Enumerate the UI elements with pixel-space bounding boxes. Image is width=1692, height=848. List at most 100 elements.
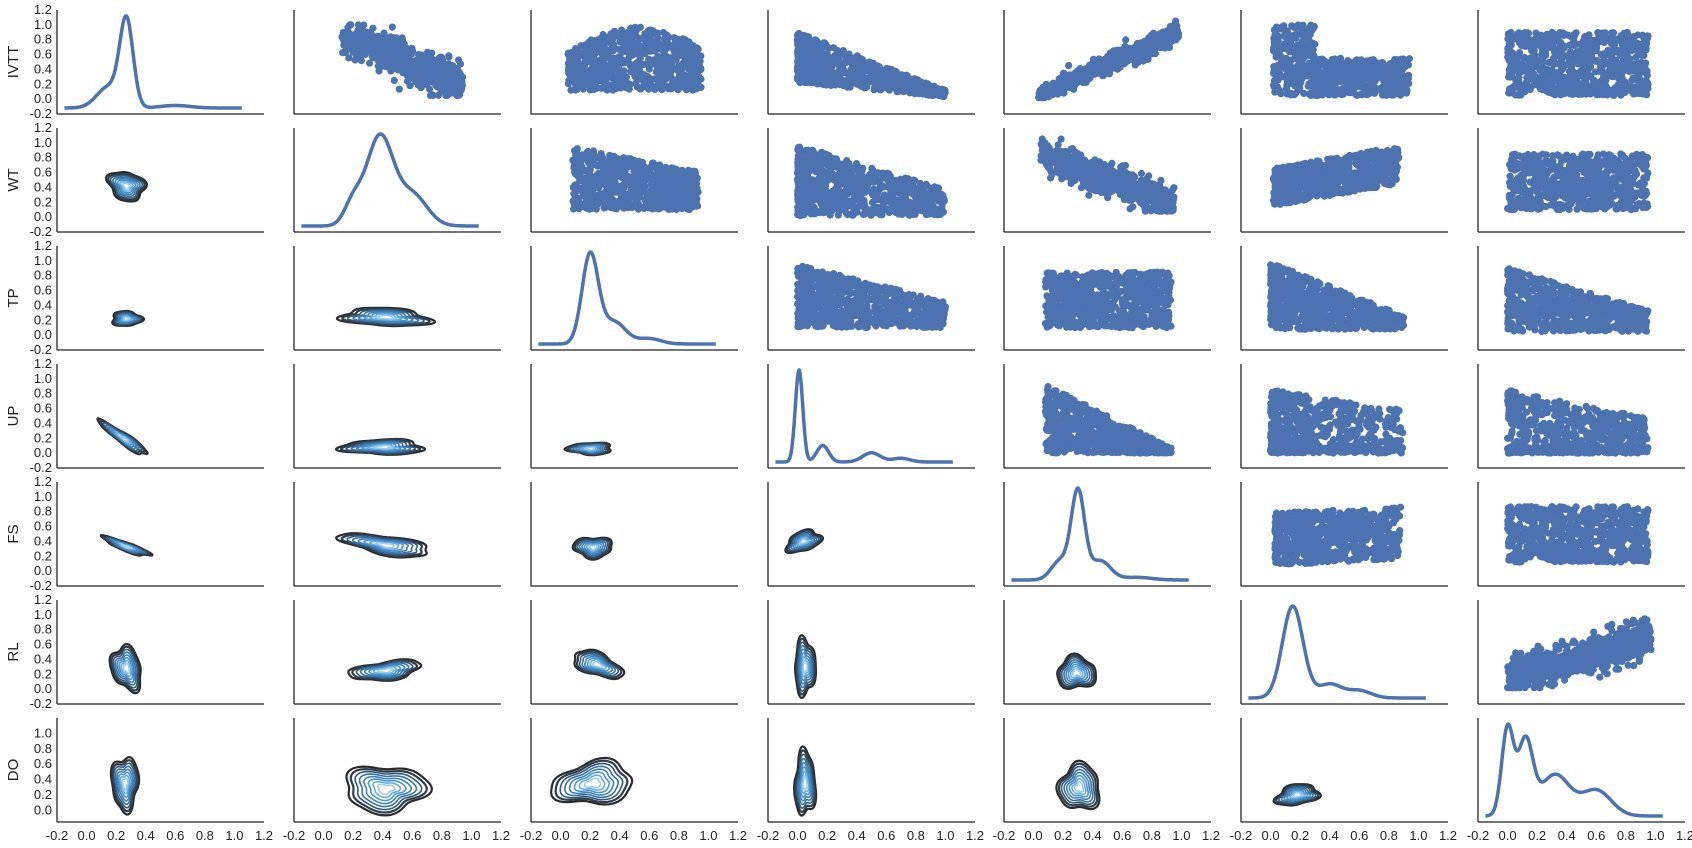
scatter-point xyxy=(1172,27,1180,35)
scatter-point xyxy=(406,82,414,90)
scatter-point xyxy=(626,200,634,208)
kde-contour-level xyxy=(121,182,132,190)
scatter-point xyxy=(634,185,642,193)
scatter-point xyxy=(638,203,646,211)
scatter-point xyxy=(826,65,834,73)
scatter-point xyxy=(687,43,695,51)
scatter-point xyxy=(1579,84,1587,92)
scatter-point xyxy=(1043,88,1051,96)
scatter-point xyxy=(672,56,680,64)
scatter-point xyxy=(1642,46,1650,54)
scatter-point xyxy=(1524,29,1533,37)
scatter-point xyxy=(1535,82,1543,90)
scatter-point xyxy=(636,23,644,31)
scatter-point xyxy=(1294,55,1302,63)
scatter-point xyxy=(1377,84,1385,92)
scatter-point xyxy=(1383,69,1391,77)
scatter-point xyxy=(425,59,434,67)
scatter-point xyxy=(674,50,682,58)
cell-plot-area xyxy=(56,10,264,115)
scatter-point xyxy=(636,193,644,201)
scatter-point xyxy=(799,57,807,65)
scatter-point xyxy=(1551,87,1559,95)
scatter-point xyxy=(402,63,410,71)
scatter-point xyxy=(387,67,395,75)
scatter-point xyxy=(1109,59,1117,67)
scatter-point xyxy=(1339,75,1347,83)
cell-clip xyxy=(794,143,948,220)
scatter-point xyxy=(1065,62,1073,70)
scatter-point xyxy=(594,42,602,50)
scatter-point xyxy=(379,60,388,69)
scatter-point xyxy=(682,54,690,62)
cell-plot-area xyxy=(1477,10,1685,115)
scatter-point xyxy=(1642,39,1650,47)
scatter-point xyxy=(1357,90,1365,98)
scatter-point xyxy=(577,66,585,74)
scatter-point xyxy=(1521,39,1530,47)
scatter-point xyxy=(862,83,870,91)
scatter-point xyxy=(592,84,600,93)
scatter-point xyxy=(602,54,610,62)
scatter-point xyxy=(572,167,581,175)
scatter-point xyxy=(616,76,624,85)
scatter-point xyxy=(676,204,684,212)
scatter-point xyxy=(1588,50,1596,59)
scatter-point xyxy=(355,45,363,53)
scatter-point xyxy=(1274,25,1282,33)
scatter-point xyxy=(1630,43,1638,51)
scatter-point xyxy=(1345,88,1353,97)
scatter-point xyxy=(681,196,689,204)
scatter-point xyxy=(657,204,665,212)
scatter-point xyxy=(571,67,579,75)
cell-wt-wt xyxy=(293,128,501,233)
scatter-point xyxy=(1091,66,1099,74)
scatter-point xyxy=(596,65,604,73)
scatter-point xyxy=(434,77,442,85)
scatter-point xyxy=(1609,29,1617,37)
scatter-point xyxy=(916,85,925,93)
scatter-point xyxy=(594,200,602,208)
scatter-point xyxy=(633,198,641,207)
scatter-point xyxy=(1156,30,1164,38)
scatter-point xyxy=(686,183,694,191)
scatter-point xyxy=(1597,63,1606,71)
scatter-point xyxy=(634,45,643,53)
scatter-point xyxy=(629,180,637,188)
scatter-point xyxy=(1624,42,1632,50)
scatter-point xyxy=(1278,62,1286,70)
scatter-point xyxy=(1504,48,1512,56)
scatter-point xyxy=(1607,52,1615,60)
scatter-point xyxy=(697,75,705,83)
scatter-point xyxy=(617,182,625,190)
scatter-point xyxy=(589,152,597,160)
scatter-point xyxy=(605,63,613,72)
cell-clip xyxy=(338,21,467,99)
scatter-point xyxy=(1302,47,1310,56)
scatter-point xyxy=(1300,24,1308,32)
scatter-point xyxy=(1604,46,1612,54)
scatter-point xyxy=(655,177,663,185)
scatter-point xyxy=(1527,36,1535,45)
scatter-point xyxy=(1321,77,1329,86)
scatter-point xyxy=(939,85,947,93)
scatter-point xyxy=(604,171,612,179)
scatter-point xyxy=(1288,22,1296,30)
scatter-point xyxy=(1638,51,1646,60)
scatter-point xyxy=(604,157,613,165)
scatter-point xyxy=(1573,40,1581,48)
scatter-point xyxy=(794,67,803,75)
scatter-point xyxy=(802,69,810,78)
scatter-point xyxy=(602,72,610,80)
scatter-point xyxy=(1365,90,1373,98)
scatter-point xyxy=(623,180,631,188)
scatter-point xyxy=(1042,80,1050,88)
scatter-point xyxy=(1318,55,1326,63)
cell-clip xyxy=(1504,28,1652,99)
scatter-point xyxy=(1552,33,1561,41)
scatter-point xyxy=(687,52,696,60)
scatter-point xyxy=(623,79,632,87)
scatter-point xyxy=(647,32,655,40)
scatter-points xyxy=(1035,17,1183,102)
scatter-point xyxy=(1624,31,1632,39)
